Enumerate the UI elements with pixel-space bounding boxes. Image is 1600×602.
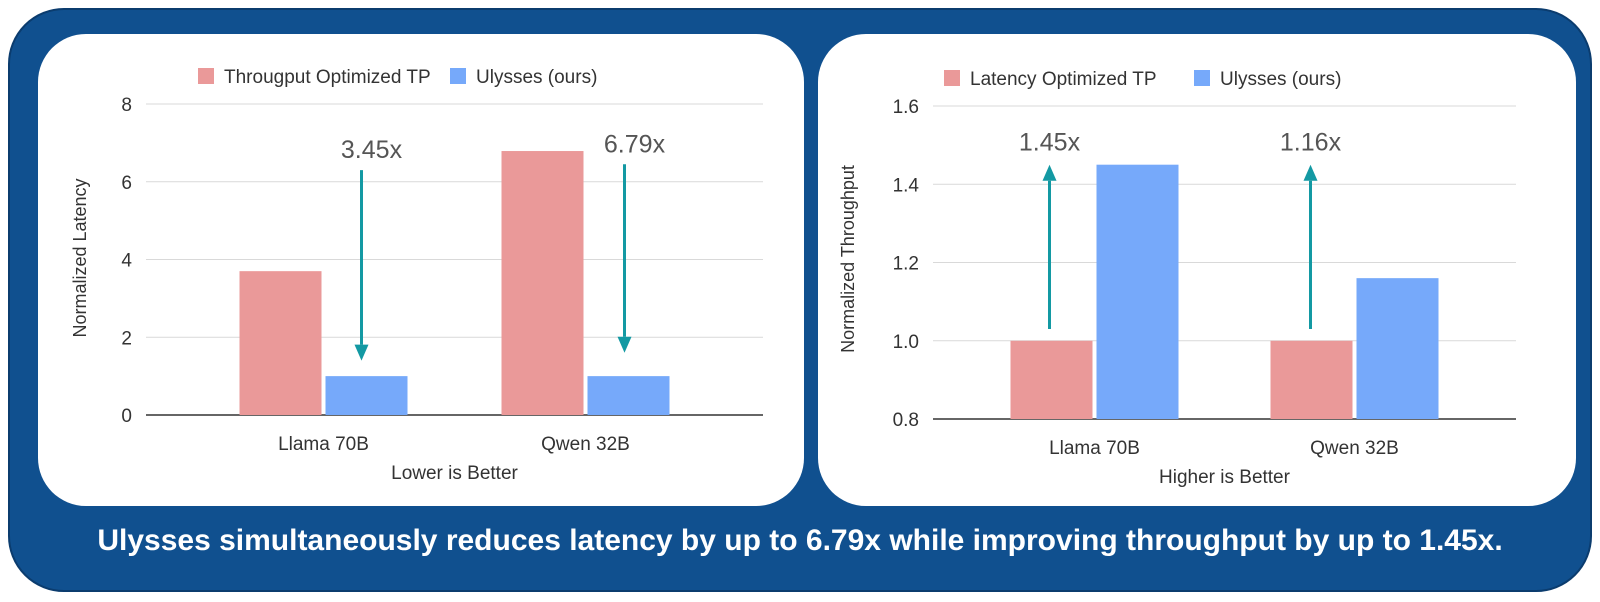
annotation-arrowhead [1042, 164, 1057, 181]
throughput-chart: 0.8 1.0 1.2 1.4 1.6 Normalized Throughput Llam… [838, 69, 1516, 488]
annotation-arrowhead [1303, 164, 1318, 181]
bar [1356, 278, 1439, 419]
y-axis-label: Normalized Throughput [838, 165, 858, 353]
y-tick-label: 1.0 [893, 332, 919, 353]
annotation-arrowhead [617, 336, 632, 353]
bar [325, 376, 408, 415]
x-tick-label: Qwen 32B [541, 434, 630, 455]
banner-caption: Ulysses simultaneously reduces latency b… [97, 524, 1503, 557]
y-tick-label: 1.6 [893, 97, 919, 118]
y-axis-label: Normalized Latency [70, 178, 90, 337]
legend-swatch [450, 68, 466, 84]
bar [1010, 340, 1093, 419]
summary-banner: 0 2 4 6 8 Normalized Latency Llama 70B Qwen 32B… [8, 8, 1592, 592]
bar [587, 376, 670, 415]
bar [239, 271, 322, 415]
legend-swatch [1194, 70, 1210, 86]
y-tick-label: 8 [121, 95, 132, 116]
legend-label: Latency Optimized TP [970, 69, 1157, 90]
legend-label: Througput Optimized TP [224, 67, 431, 88]
legend-swatch [198, 68, 214, 84]
latency-chart-panel: 0 2 4 6 8 Normalized Latency Llama 70B Qwen 32B… [38, 34, 804, 506]
bar [1096, 164, 1179, 419]
throughput-chart-panel: 0.8 1.0 1.2 1.4 1.6 Normalized Throughput Llam… [818, 34, 1576, 506]
annotation-label: 6.79x [604, 130, 666, 158]
x-tick-label: Llama 70B [1049, 438, 1140, 459]
x-tick-label: Llama 70B [278, 434, 369, 455]
y-tick-label: 1.4 [893, 175, 920, 196]
y-tick-label: 0.8 [893, 410, 919, 431]
annotation-label: 1.45x [1019, 129, 1081, 157]
annotation-arrowhead [354, 344, 369, 361]
y-tick-label: 1.2 [893, 254, 919, 275]
legend-label: Ulysses (ours) [476, 67, 597, 88]
x-axis-label: Lower is Better [391, 463, 518, 484]
bar [501, 151, 584, 415]
x-tick-label: Qwen 32B [1310, 438, 1399, 459]
y-tick-label: 6 [121, 173, 132, 194]
x-axis-label: Higher is Better [1159, 467, 1291, 488]
y-tick-label: 2 [121, 328, 132, 349]
y-tick-label: 0 [121, 406, 132, 427]
annotation-label: 3.45x [341, 136, 403, 164]
legend-label: Ulysses (ours) [1220, 69, 1341, 90]
bar [1270, 340, 1353, 419]
annotation-label: 1.16x [1280, 129, 1342, 157]
legend-swatch [944, 70, 960, 86]
latency-chart: 0 2 4 6 8 Normalized Latency Llama 70B Qwen 32B… [70, 67, 763, 484]
y-tick-label: 4 [121, 251, 132, 272]
